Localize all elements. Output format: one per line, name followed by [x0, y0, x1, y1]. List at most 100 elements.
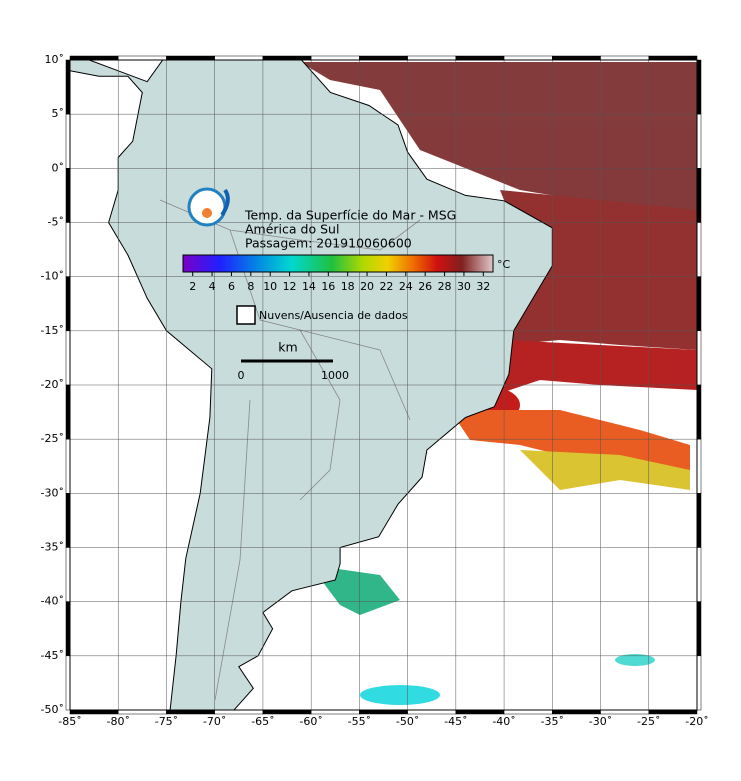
frame-segment [65, 330, 71, 386]
frame-segment [552, 709, 601, 715]
x-tick-label: -30˚ [589, 715, 612, 728]
y-tick-label: -15˚ [41, 324, 64, 337]
colorbar-tick-label: 20 [360, 280, 374, 293]
x-tick-label: -75˚ [155, 715, 178, 728]
frame-segment [696, 113, 702, 169]
frame-segment [696, 330, 702, 386]
borders [159, 199, 421, 701]
frame-segment [65, 168, 71, 223]
colorbar-tick-label: 2 [189, 280, 196, 293]
x-tick-label: -20˚ [685, 715, 708, 728]
y-tick-label: 10˚ [45, 53, 65, 66]
x-tick-label: -50˚ [396, 715, 419, 728]
legend-swatch [236, 305, 256, 325]
y-tick-label: 0˚ [52, 161, 65, 174]
frame-segment [310, 55, 360, 61]
colorbar [182, 254, 494, 273]
frame-segment [648, 709, 698, 715]
y-tick-label: -10˚ [41, 270, 64, 283]
frame-segment [696, 601, 702, 657]
x-tick-label: -40˚ [492, 715, 515, 728]
colorbar-tick-label: 28 [438, 280, 452, 293]
x-tick-label: -65˚ [251, 715, 274, 728]
frame-segment [503, 55, 553, 61]
scale-start: 0 [238, 369, 245, 382]
frame-segment [600, 709, 650, 715]
y-tick-label: 5˚ [52, 107, 65, 120]
frame-segment [65, 655, 71, 711]
frame-segment [696, 438, 702, 494]
frame-segment [696, 59, 702, 115]
x-tick-label: -25˚ [637, 715, 660, 728]
title: Temp. da Superfície do Mar - MSG [244, 208, 456, 223]
y-tick-label: -20˚ [41, 378, 64, 391]
colorbar-tick-label: 30 [457, 280, 471, 293]
y-tick-label: -30˚ [41, 486, 64, 499]
colorbar-tick-label: 18 [341, 280, 355, 293]
frame-segment [65, 276, 71, 332]
frame-segment [65, 601, 71, 657]
frame-segment [696, 655, 702, 711]
frame-segment [117, 55, 167, 61]
y-tick-label: -5˚ [48, 216, 64, 229]
colorbar-tick-label: 6 [228, 280, 235, 293]
frame-segment [359, 55, 408, 61]
frame-segment [65, 113, 71, 169]
frame-segment [407, 55, 457, 61]
frame-segment [455, 55, 505, 61]
frame-segment [600, 55, 650, 61]
scale-unit: km [278, 340, 297, 355]
frame-segment [696, 493, 702, 548]
frame-segment [65, 222, 71, 277]
x-tick-label: -35˚ [541, 715, 564, 728]
colorbar-tick-label: 12 [283, 280, 297, 293]
frame-segment [69, 55, 119, 61]
frame-segment [359, 709, 408, 715]
x-tick-label: -45˚ [444, 715, 467, 728]
frame-segment [65, 438, 71, 494]
colorbar-tick-label: 22 [379, 280, 393, 293]
colorbar-tick-label: 10 [263, 280, 277, 293]
frame-segment [65, 59, 71, 115]
sst-field [300, 62, 697, 705]
region: América do Sul [245, 222, 339, 237]
colorbar-tick-label: 26 [418, 280, 432, 293]
frame-segment [696, 384, 702, 440]
x-tick-label: -60˚ [299, 715, 322, 728]
frame-segment [696, 547, 702, 602]
pass: Passagem: 201910060600 [245, 236, 412, 251]
frame-segment [214, 709, 264, 715]
scale-end: 1000 [321, 369, 349, 382]
frame-segment [69, 709, 119, 715]
frame-segment [696, 168, 702, 223]
frame-border [69, 59, 698, 711]
frame-segment [696, 276, 702, 332]
frame-segment [214, 55, 264, 61]
colorbar-tick-label: 4 [209, 280, 216, 293]
colorbar-tick-label: 16 [321, 280, 335, 293]
colorbar-tick-label: 24 [399, 280, 413, 293]
x-tick-label: -85˚ [58, 715, 81, 728]
frame-segment [455, 709, 505, 715]
colorbar-tick-label: 14 [302, 280, 316, 293]
frame-segment [65, 547, 71, 602]
frame-segment [696, 222, 702, 277]
frame-segment [117, 709, 167, 715]
frame-segment [262, 709, 312, 715]
frame-segment [65, 493, 71, 548]
x-tick-label: -80˚ [106, 715, 129, 728]
frame-segment [166, 55, 215, 61]
frame-segment [262, 55, 312, 61]
legend-text: Nuvens/Ausencia de dados [259, 309, 408, 322]
colorbar-tick-label: 32 [476, 280, 490, 293]
map-body [70, 60, 697, 710]
frame-segment [503, 709, 553, 715]
x-tick-label: -70˚ [203, 715, 226, 728]
y-tick-label: -50˚ [41, 703, 64, 716]
frame-segment [310, 709, 360, 715]
y-tick-label: -40˚ [41, 595, 64, 608]
logo [187, 187, 230, 227]
frame-segment [166, 709, 215, 715]
x-tick-label: -55˚ [348, 715, 371, 728]
